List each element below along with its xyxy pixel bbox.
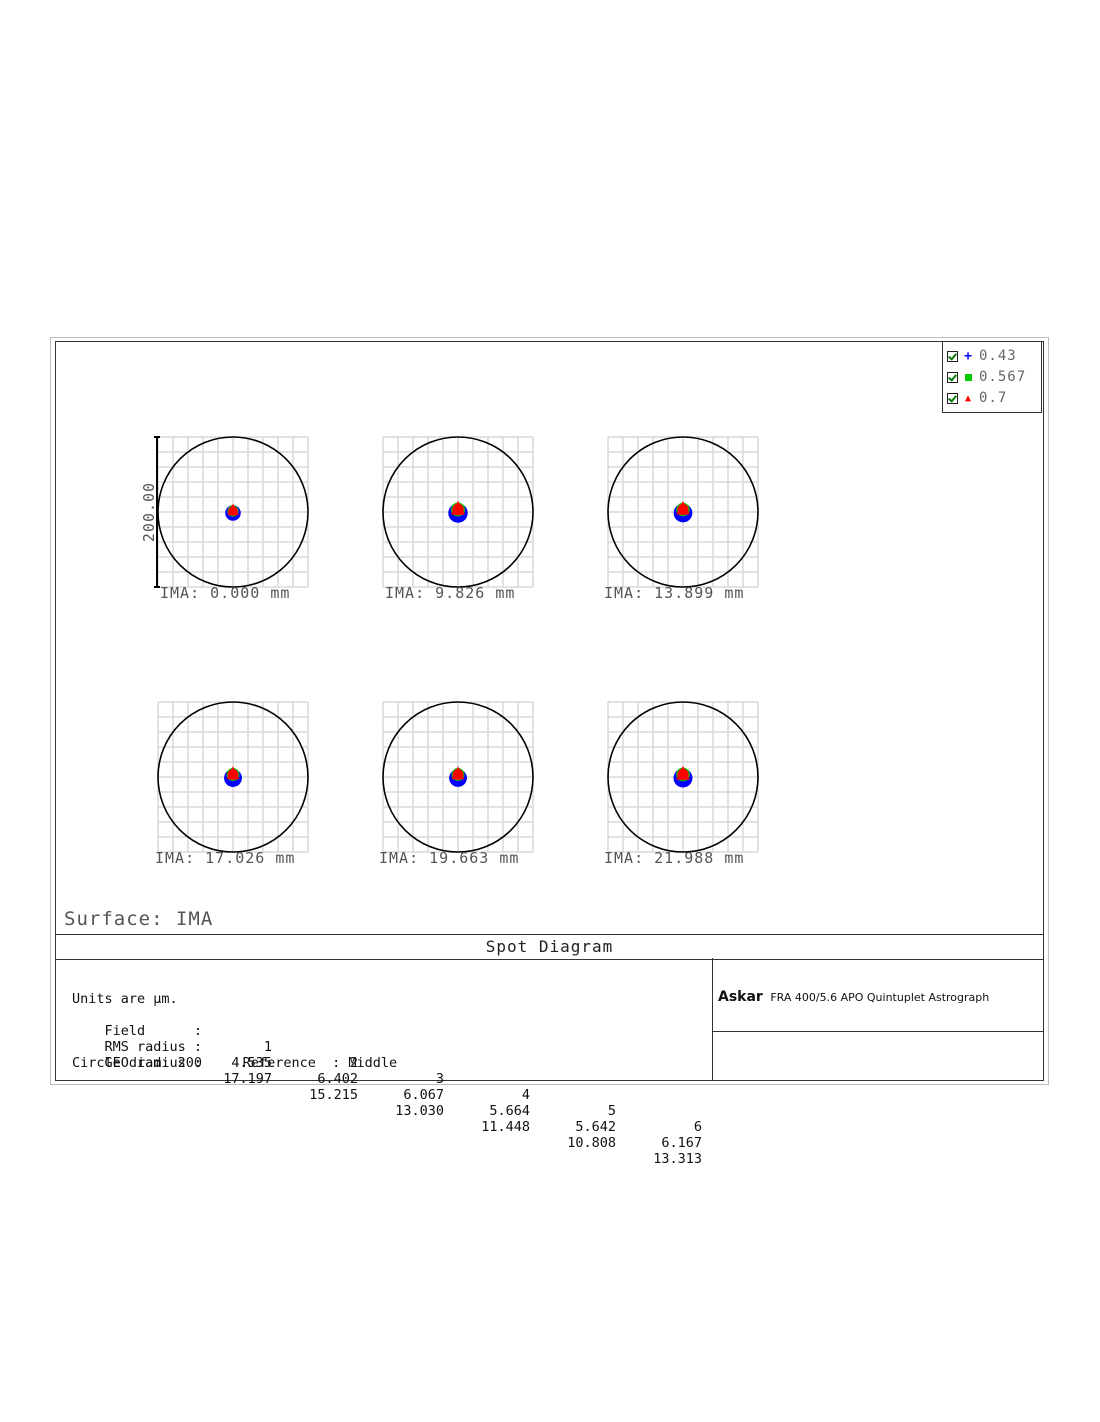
geo-value: 10.808 [567, 1135, 616, 1151]
reference-circle [382, 436, 534, 588]
plus-marker-icon: + [964, 348, 972, 364]
rms-value: 6.067 [403, 1087, 444, 1103]
legend-item-0.7[interactable]: ▲ 0.7 [947, 388, 1007, 408]
field-number: 4 [521, 1087, 530, 1103]
field-number: 5 [607, 1103, 616, 1119]
square-marker-icon [963, 372, 973, 382]
geo-row: GEO radius : 17.197 15.215 13.030 11.448… [72, 1039, 702, 1167]
plot-frame-outer [50, 337, 1049, 1085]
surface-label: Surface: IMA [64, 908, 214, 930]
field-label-4: IMA: 17.026 mm [155, 849, 296, 867]
divider [712, 958, 713, 1081]
field-label-3: IMA: 13.899 mm [604, 584, 745, 602]
field-number: 3 [435, 1071, 444, 1087]
geo-value: 17.197 [223, 1071, 272, 1087]
geo-value: 13.030 [395, 1103, 444, 1119]
reference-circle [607, 436, 759, 588]
field-row: Field : 1 2 3 4 5 6 [72, 1007, 702, 1135]
spot-red [677, 503, 689, 516]
spot-red [452, 503, 464, 516]
units-line: Units are µm. [72, 991, 178, 1007]
spot-red [227, 769, 239, 780]
field-number: 6 [693, 1119, 702, 1135]
brand-text: FRA 400/5.6 APO Quintuplet Astrograph [770, 991, 990, 1004]
field-label-6: IMA: 21.988 mm [604, 849, 745, 867]
plot-frame [55, 341, 1044, 1081]
field-label-5: IMA: 19.663 mm [379, 849, 520, 867]
spot-red [452, 769, 464, 780]
field-number: 1 [263, 1039, 272, 1055]
field-row-label: Field : [104, 1023, 203, 1039]
rms-row: RMS radius : 4.535 6.402 6.067 5.664 5.6… [72, 1023, 702, 1151]
geo-value: 15.215 [309, 1087, 358, 1103]
reference-circle [157, 701, 309, 853]
scale-bar-label: 200.00 [140, 482, 158, 542]
legend-label: 0.567 [979, 369, 1027, 385]
triangle-marker-icon: ▲ [964, 392, 972, 404]
checkbox-icon[interactable] [947, 371, 958, 383]
brand-block: Askar FRA 400/5.6 APO Quintuplet Astrogr… [718, 989, 989, 1005]
reference-circle [382, 701, 534, 853]
field-label-2: IMA: 9.826 mm [385, 584, 516, 602]
spot-red [677, 768, 689, 781]
legend-label: 0.43 [979, 348, 1017, 364]
legend-label: 0.7 [979, 390, 1008, 406]
spot-red [228, 506, 238, 516]
geo-value: 11.448 [481, 1119, 530, 1135]
rms-row-label: RMS radius : [104, 1039, 203, 1055]
rms-value: 4.535 [231, 1055, 272, 1071]
rms-value: 5.642 [575, 1119, 616, 1135]
rms-value: 5.664 [489, 1103, 530, 1119]
reference-circle [607, 701, 759, 853]
askar-logo: Askar [718, 989, 763, 1005]
checkbox-icon[interactable] [947, 350, 958, 362]
circle-line: Circle diam: 200 Reference : Middle [72, 1055, 398, 1071]
field-number: 2 [349, 1055, 358, 1071]
rms-value: 6.402 [317, 1071, 358, 1087]
chart-title: Spot Diagram [56, 934, 1043, 960]
geo-row-label: GEO radius : [104, 1055, 203, 1071]
legend-item-0.567[interactable]: 0.567 [947, 367, 1026, 387]
legend: + 0.43 0.567 ▲ 0.7 [942, 341, 1042, 413]
legend-item-0.43[interactable]: + 0.43 [947, 346, 1017, 366]
field-label-1: IMA: 0.000 mm [160, 584, 291, 602]
divider [712, 1031, 1043, 1032]
rms-value: 6.167 [661, 1135, 702, 1151]
geo-value: 13.313 [653, 1151, 702, 1167]
checkbox-icon[interactable] [947, 392, 958, 404]
